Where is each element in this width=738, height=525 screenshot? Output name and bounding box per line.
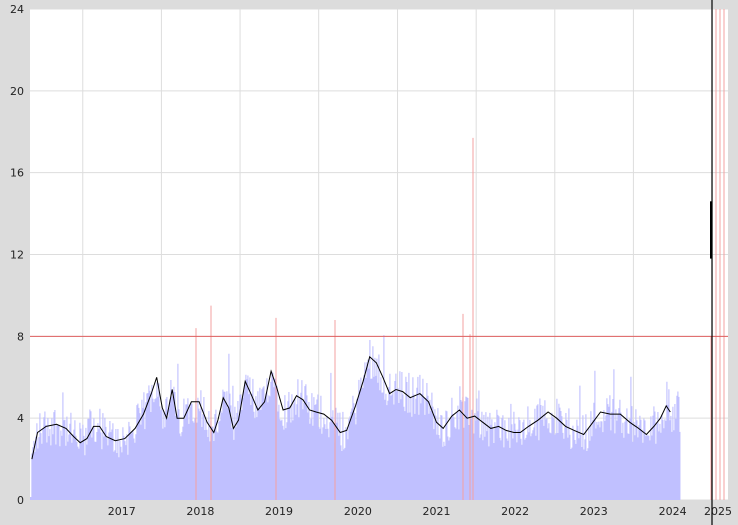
- daily-bars: [30, 335, 681, 500]
- y-tick-label: 12: [10, 249, 24, 262]
- y-tick-label: 20: [10, 85, 24, 98]
- x-tick-label: 2017: [108, 505, 136, 518]
- x-tick-label: 2023: [580, 505, 608, 518]
- y-axis-ticks: 0 4 8 12 16 20 24: [10, 3, 24, 507]
- x-tick-label: 2021: [423, 505, 451, 518]
- baseline-bar: [30, 497, 32, 500]
- x-tick-label: 2024: [659, 505, 687, 518]
- moving-average-line: [31, 355, 671, 460]
- y-tick-label: 16: [10, 167, 24, 180]
- x-tick-label: 2018: [186, 505, 214, 518]
- x-tick-label: 2020: [344, 505, 372, 518]
- y-tick-label: 24: [10, 3, 24, 16]
- x-tick-label: 2019: [265, 505, 293, 518]
- y-tick-label: 8: [17, 330, 24, 343]
- spike-bars: [195, 9, 725, 500]
- y-tick-label: 0: [17, 494, 24, 507]
- x-axis-ticks: 2017 2018 2019 2020 2021 2022 2023 2024 2025: [108, 505, 732, 518]
- end-markers: [710, 0, 713, 525]
- x-tick-label: 2022: [501, 505, 529, 518]
- x-tick-label: 2025: [704, 505, 732, 518]
- bar-columns: [31, 335, 681, 500]
- y-tick-label: 4: [17, 412, 24, 425]
